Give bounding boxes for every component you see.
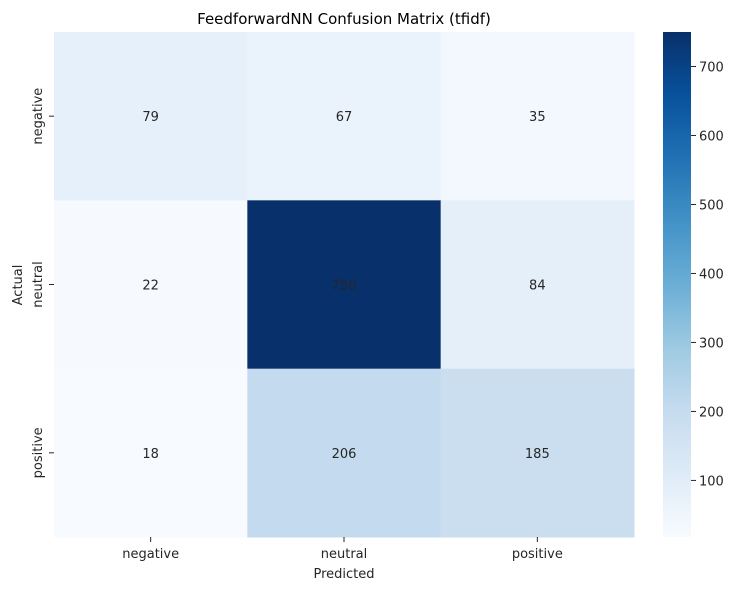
cell-value-positive-positive: 185 (525, 447, 550, 462)
heatmap-cell-neutral-neutral (247, 200, 442, 370)
y-tick-label-negative: negative (31, 88, 46, 145)
heatmap-cell-negative-positive (440, 32, 635, 201)
cell-value-negative-negative: 79 (142, 110, 159, 125)
heatmap-cell-positive-negative (54, 368, 248, 538)
y-axis-label: Actual (11, 265, 26, 306)
y-axis-ticks: negative neutral positive (31, 88, 54, 478)
cell-value-positive-negative: 18 (142, 447, 159, 462)
cell-value-neutral-negative: 22 (142, 279, 159, 294)
chart-title: FeedforwardNN Confusion Matrix (tfidf) (197, 10, 491, 28)
x-tick-label-negative: negative (122, 547, 179, 562)
colorbar-tick-label-600: 600 (699, 129, 724, 144)
colorbar-tick-label-200: 200 (699, 405, 724, 420)
colorbar-tick-label-700: 700 (699, 60, 724, 75)
colorbar-tick-label-400: 400 (699, 267, 724, 282)
y-tick-label-positive: positive (31, 427, 46, 478)
x-axis-label: Predicted (313, 567, 374, 582)
heatmap-cell-positive-positive (440, 368, 635, 538)
cell-value-negative-neutral: 67 (336, 110, 353, 125)
colorbar-tick-label-300: 300 (699, 336, 724, 351)
colorbar-tick-label-500: 500 (699, 198, 724, 213)
cell-value-negative-positive: 35 (529, 110, 546, 125)
colorbar: 100 200 300 400 500 600 700 (663, 32, 724, 537)
heatmap-cells (54, 32, 635, 538)
heatmap-cell-neutral-positive (440, 200, 635, 370)
x-tick-label-positive: positive (512, 547, 563, 562)
colorbar-ticks: 100 200 300 400 500 600 700 (691, 60, 724, 489)
cell-value-positive-neutral: 206 (332, 447, 357, 462)
cell-value-neutral-neutral: 750 (332, 279, 357, 294)
heatmap-cell-positive-neutral (247, 368, 442, 538)
heatmap-cell-negative-neutral (247, 32, 442, 201)
x-tick-label-neutral: neutral (321, 547, 368, 562)
x-axis-ticks: negative neutral positive (122, 537, 563, 562)
heatmap-cell-neutral-negative (54, 200, 248, 370)
cell-value-neutral-positive: 84 (529, 279, 546, 294)
cell-labels: 79 67 35 22 750 84 18 206 185 (142, 110, 549, 462)
heatmap-cell-negative-negative (54, 32, 248, 201)
colorbar-gradient (663, 32, 691, 537)
y-tick-label-neutral: neutral (31, 261, 46, 308)
colorbar-tick-label-100: 100 (699, 474, 724, 489)
